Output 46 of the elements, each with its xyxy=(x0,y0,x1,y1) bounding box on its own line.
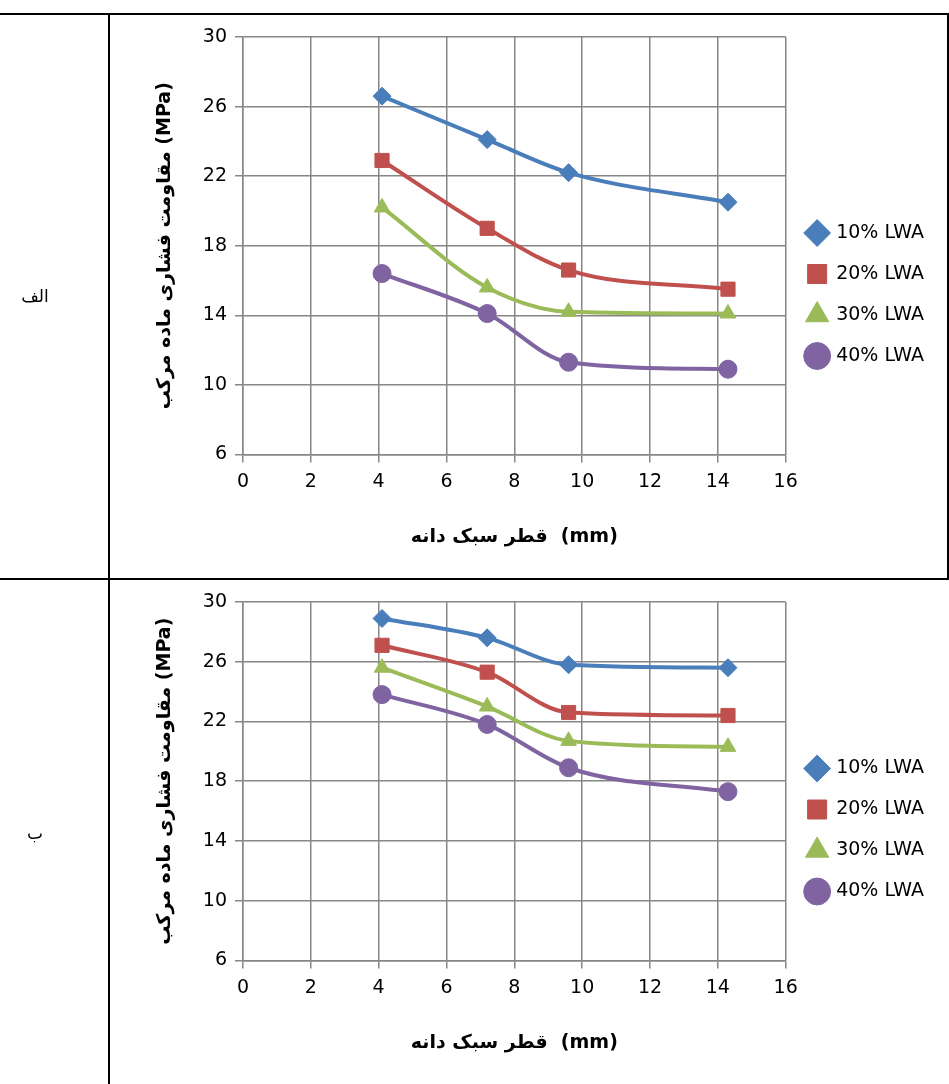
x-tick-label: 6 xyxy=(440,974,453,997)
y-tick-label: 10 xyxy=(202,371,227,394)
legend-label: 10% LWA xyxy=(836,219,924,242)
legend-label: 20% LWA xyxy=(836,796,924,819)
x-tick-label: 8 xyxy=(508,468,521,491)
x-tick-label: 10 xyxy=(570,468,595,491)
y-tick-label: 6 xyxy=(214,947,227,970)
y-tick-label: 18 xyxy=(202,768,227,791)
legend-label: 40% LWA xyxy=(836,878,924,901)
x-tick-label: 2 xyxy=(304,468,317,491)
x-tick-label: 14 xyxy=(705,468,730,491)
x-tick-label: 16 xyxy=(773,468,798,491)
y-tick-label: 26 xyxy=(202,648,227,671)
y-axis-title: مقاومت فشاری ماده مرکب (MPa) xyxy=(152,617,176,945)
legend-label: 30% LWA xyxy=(836,837,924,860)
x-tick-label: 8 xyxy=(508,974,521,997)
y-tick-label: 14 xyxy=(202,302,227,325)
legend-label: 40% LWA xyxy=(836,342,924,365)
legend-label: 10% LWA xyxy=(836,755,924,778)
x-tick-label: 6 xyxy=(440,468,453,491)
y-tick-label: 26 xyxy=(202,93,227,116)
legend-label: 30% LWA xyxy=(836,301,924,324)
x-tick-label: 16 xyxy=(773,974,798,997)
x-axis-title: قطر سبک دانه (mm) xyxy=(410,523,618,547)
x-tick-label: 4 xyxy=(372,468,385,491)
y-tick-label: 22 xyxy=(202,708,227,731)
x-tick-label: 12 xyxy=(637,974,663,997)
y-tick-label: 30 xyxy=(202,588,227,611)
y-tick-label: 6 xyxy=(214,441,227,464)
text: الف xyxy=(20,286,50,307)
legend-label: 20% LWA xyxy=(836,260,924,283)
text: ب xyxy=(26,822,44,843)
y-tick-label: 18 xyxy=(202,232,227,255)
x-tick-label: 0 xyxy=(236,974,250,997)
y-tick-label: 14 xyxy=(202,827,227,850)
x-axis-title: قطر سبک دانه (mm) xyxy=(410,1029,618,1053)
x-tick-label: 0 xyxy=(236,468,250,491)
y-axis-title: مقاومت فشاری ماده مرکب (MPa) xyxy=(152,82,176,410)
x-tick-label: 2 xyxy=(304,974,317,997)
x-tick-label: 4 xyxy=(372,974,385,997)
x-tick-label: 12 xyxy=(637,468,663,491)
x-tick-label: 10 xyxy=(570,974,595,997)
y-tick-label: 30 xyxy=(202,23,227,46)
y-tick-label: 10 xyxy=(202,887,227,910)
x-tick-label: 14 xyxy=(705,974,730,997)
y-tick-label: 22 xyxy=(202,163,227,186)
